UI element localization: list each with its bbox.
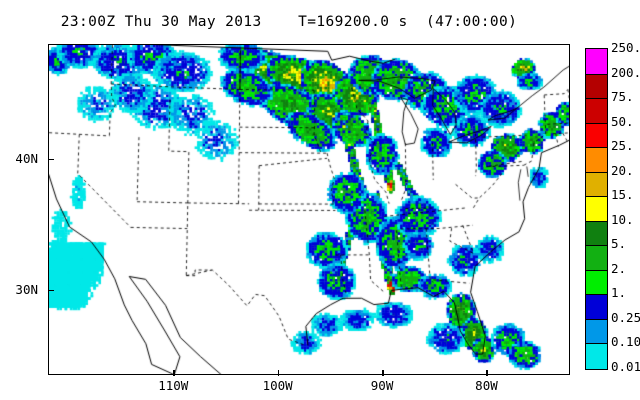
colorbar-band xyxy=(586,294,607,320)
colorbar-band xyxy=(586,171,607,198)
colorbar-band xyxy=(586,318,607,345)
colorbar-tick-label: 25. xyxy=(611,138,634,154)
colorbar-band xyxy=(586,122,607,149)
longitude-tick-label: 100W xyxy=(262,378,293,393)
colorbar-tick-label: 10. xyxy=(611,211,634,227)
longitude-tick-label: 110W xyxy=(158,378,189,393)
longitude-tick-mark xyxy=(277,369,280,376)
map-panel[interactable] xyxy=(48,44,570,375)
colorbar-band xyxy=(586,196,607,222)
colorbar[interactable] xyxy=(585,48,608,370)
colorbar-tick-label: 50. xyxy=(611,113,634,129)
latitude-tick-mark xyxy=(48,289,54,292)
colorbar-band xyxy=(586,73,607,100)
longitude-tick-mark xyxy=(173,369,175,376)
colorbar-tick-label: 20. xyxy=(611,162,634,178)
colorbar-tick-label: 75. xyxy=(611,89,634,105)
longitude-tick-label: 80W xyxy=(475,378,498,393)
latitude-tick-mark xyxy=(48,158,54,161)
longitude-tick-label: 90W xyxy=(370,378,394,393)
colorbar-band xyxy=(586,269,607,296)
colorbar-band xyxy=(586,98,607,124)
longitude-tick-mark xyxy=(382,369,384,376)
precipitation-field-canvas[interactable] xyxy=(49,45,569,374)
colorbar-tick-label: 0.01 xyxy=(611,359,640,374)
colorbar-band xyxy=(586,343,607,369)
longitude-tick-mark xyxy=(486,369,488,376)
page-title: 23:00Z Thu 30 May 2013 T=169200.0 s (47:… xyxy=(60,14,518,30)
colorbar-band xyxy=(586,147,607,173)
colorbar-tick-label: 0.25 xyxy=(611,309,640,325)
latitude-tick-label: 40N xyxy=(15,150,38,166)
colorbar-band xyxy=(586,220,607,247)
latitude-tick-label: 30N xyxy=(15,281,38,297)
colorbar-band xyxy=(586,245,607,271)
colorbar-tick-label: 200. xyxy=(611,64,640,80)
colorbar-tick-label: 15. xyxy=(611,187,634,203)
colorbar-tick-label: 1. xyxy=(611,285,627,301)
colorbar-tick-label: 2. xyxy=(611,260,627,276)
colorbar-tick-label: 250. xyxy=(611,40,640,55)
colorbar-band xyxy=(586,49,607,74)
colorbar-tick-label: 5. xyxy=(611,236,627,252)
colorbar-tick-label: 0.10 xyxy=(611,334,640,350)
